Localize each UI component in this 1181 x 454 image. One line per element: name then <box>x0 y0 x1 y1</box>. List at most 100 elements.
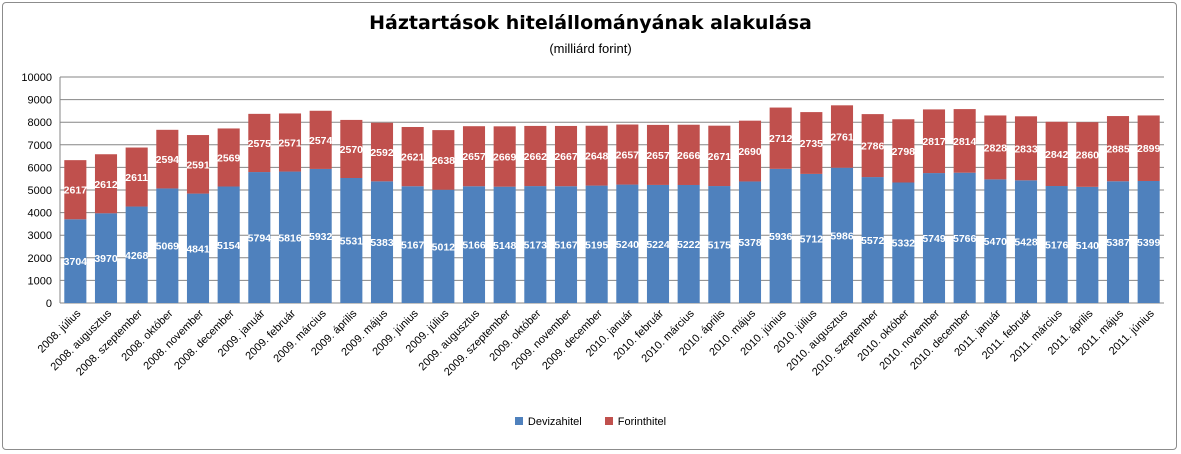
data-label-devizahitel: 5712 <box>800 233 824 245</box>
bar-devizahitel <box>156 188 179 303</box>
data-label-forinthitel: 2690 <box>738 146 762 158</box>
data-label-devizahitel: 5176 <box>1045 240 1069 252</box>
data-label-devizahitel: 5378 <box>738 237 762 249</box>
bar-devizahitel <box>278 171 302 303</box>
legend-item-forinthitel: Forinthitel <box>604 416 667 428</box>
bar-devizahitel <box>64 219 87 303</box>
y-tick-label: 9000 <box>28 95 52 107</box>
bar-forinthitel <box>432 130 455 190</box>
data-label-devizahitel: 5428 <box>1014 237 1038 249</box>
bar-devizahitel <box>1106 181 1130 303</box>
data-label-devizahitel: 5387 <box>1106 237 1130 249</box>
bar-devizahitel <box>309 168 332 303</box>
data-label-forinthitel: 2761 <box>830 132 854 144</box>
data-label-forinthitel: 2657 <box>462 151 486 163</box>
data-label-devizahitel: 5332 <box>892 238 916 250</box>
bar-devizahitel <box>554 186 578 303</box>
legend-label-forinthitel: Forinthitel <box>617 416 667 428</box>
data-label-devizahitel: 5148 <box>493 240 517 252</box>
bar-forinthitel <box>309 110 332 169</box>
bar-devizahitel <box>1014 180 1038 303</box>
data-label-forinthitel: 2666 <box>677 150 701 162</box>
bar-devizahitel <box>1076 186 1099 303</box>
data-label-devizahitel: 5166 <box>462 240 486 252</box>
data-label-devizahitel: 5154 <box>217 240 241 252</box>
data-label-forinthitel: 2786 <box>861 141 885 153</box>
y-tick-label: 10000 <box>21 72 52 84</box>
bar-devizahitel <box>1045 186 1068 303</box>
bar-devizahitel <box>800 173 823 303</box>
legend-label-devizahitel: Devizahitel <box>527 416 582 428</box>
y-tick-label: 3000 <box>28 230 52 242</box>
y-tick-label: 7000 <box>28 140 52 152</box>
data-label-forinthitel: 2575 <box>248 138 272 150</box>
bar-forinthitel <box>64 160 87 220</box>
bar-devizahitel <box>94 213 118 303</box>
bar-devizahitel <box>340 177 363 303</box>
data-label-devizahitel: 5572 <box>861 235 885 247</box>
bar-devizahitel <box>708 186 731 303</box>
bar-forinthitel <box>156 129 179 189</box>
bar-forinthitel <box>1076 122 1099 187</box>
bar-devizahitel <box>1137 180 1160 303</box>
bar-forinthitel <box>278 113 302 172</box>
bar-devizahitel <box>677 184 700 303</box>
legend-item-devizahitel: Devizahitel <box>514 416 582 428</box>
bar-forinthitel <box>248 113 271 173</box>
chart-title: Háztartások hitelállományának alakulása <box>369 12 812 34</box>
bar-forinthitel <box>94 154 118 214</box>
data-label-forinthitel: 2860 <box>1076 150 1100 162</box>
bar-devizahitel <box>217 186 240 303</box>
data-label-devizahitel: 5399 <box>1137 237 1161 249</box>
data-label-forinthitel: 2621 <box>401 152 425 164</box>
bar-devizahitel <box>401 186 424 303</box>
y-tick-label: 6000 <box>28 162 52 174</box>
data-label-forinthitel: 2569 <box>217 152 241 164</box>
bar-forinthitel <box>892 119 915 183</box>
data-label-devizahitel: 5173 <box>524 240 548 252</box>
data-label-forinthitel: 2662 <box>524 151 548 163</box>
y-tick-label: 0 <box>46 298 52 310</box>
bar-forinthitel <box>1045 121 1068 187</box>
bar-devizahitel <box>738 181 762 303</box>
bar-devizahitel <box>125 206 148 303</box>
bar-forinthitel <box>585 125 608 186</box>
data-label-devizahitel: 5222 <box>677 239 701 251</box>
bar-forinthitel <box>1137 115 1160 181</box>
data-label-devizahitel: 3970 <box>94 253 118 265</box>
data-label-forinthitel: 2570 <box>340 144 364 156</box>
data-label-devizahitel: 5531 <box>340 235 364 247</box>
data-label-devizahitel: 5195 <box>585 239 609 251</box>
bar-forinthitel <box>401 126 424 187</box>
bar-forinthitel <box>708 125 731 187</box>
data-label-forinthitel: 2885 <box>1106 144 1130 156</box>
data-label-devizahitel: 5932 <box>309 231 333 243</box>
data-label-devizahitel: 5749 <box>922 233 946 245</box>
bar-forinthitel <box>493 126 516 187</box>
y-tick-label: 8000 <box>28 117 52 129</box>
bar-forinthitel <box>554 125 578 187</box>
bar-forinthitel <box>677 124 700 185</box>
bar-forinthitel <box>125 147 148 207</box>
bar-devizahitel <box>769 168 792 303</box>
y-tick-label: 2000 <box>28 253 52 265</box>
data-label-forinthitel: 2735 <box>800 138 824 150</box>
data-label-forinthitel: 2657 <box>646 150 670 162</box>
bar-devizahitel <box>984 179 1007 303</box>
bar-forinthitel <box>217 128 240 187</box>
data-label-forinthitel: 2592 <box>370 147 394 159</box>
data-label-forinthitel: 2828 <box>984 142 1008 154</box>
bar-forinthitel <box>984 115 1007 180</box>
chart-subtitle: (milliárd forint) <box>549 41 632 56</box>
bar-devizahitel <box>922 173 946 303</box>
data-label-devizahitel: 5816 <box>278 232 302 244</box>
legend-swatch-forinthitel <box>604 417 613 425</box>
bar-forinthitel <box>769 107 792 169</box>
data-label-forinthitel: 2667 <box>554 151 578 163</box>
data-label-devizahitel: 5794 <box>248 233 272 245</box>
bar-forinthitel <box>370 122 394 182</box>
data-label-devizahitel: 5012 <box>432 241 456 253</box>
data-label-devizahitel: 3704 <box>64 256 88 268</box>
bar-devizahitel <box>861 177 884 303</box>
